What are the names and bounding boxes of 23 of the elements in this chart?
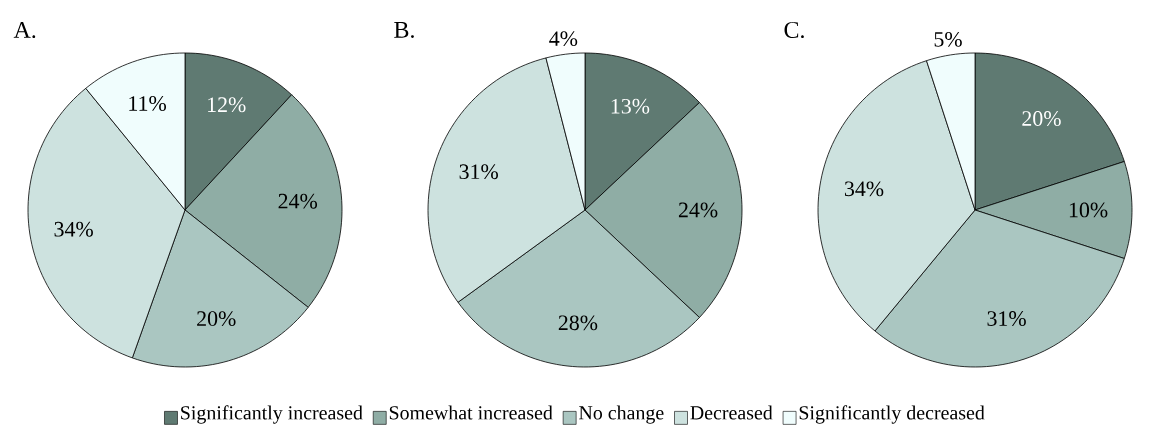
chart-title: C. <box>784 21 804 39</box>
data-label: 24% <box>278 193 318 209</box>
legend-label: Significantly decreased <box>799 405 985 424</box>
legend-label: Decreased <box>690 405 773 420</box>
data-label: 4% <box>549 31 578 47</box>
legend-label: Significantly increased <box>181 405 363 424</box>
data-label: 20% <box>1022 111 1061 126</box>
data-label: 13% <box>611 98 650 114</box>
data-label: 34% <box>54 221 93 237</box>
data-label: 12% <box>208 97 246 113</box>
data-label: 5% <box>934 31 962 47</box>
legend-label: Somewhat increased <box>389 405 553 420</box>
data-label: 31% <box>987 311 1026 326</box>
data-label: 20% <box>197 311 236 327</box>
data-label: 24% <box>678 202 718 218</box>
data-label: 34% <box>844 181 884 197</box>
data-label: 11% <box>129 96 167 111</box>
legend-label: No change <box>579 405 664 424</box>
chart-title: B. <box>394 22 414 38</box>
data-label: 10% <box>1069 202 1108 218</box>
chart-title: A. <box>13 21 36 39</box>
data-label: 28% <box>558 315 598 331</box>
data-label: 31% <box>459 164 499 180</box>
